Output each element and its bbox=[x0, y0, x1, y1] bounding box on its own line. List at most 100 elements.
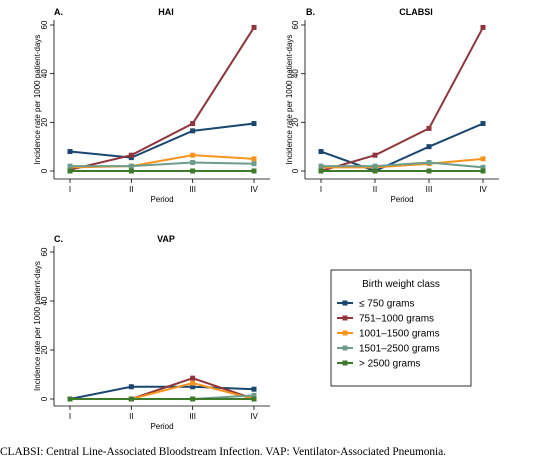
legend-label: 1501–2500 grams bbox=[359, 344, 440, 355]
legend: Birth weight class ≤ 750 grams 751–1000 gr… bbox=[330, 269, 472, 387]
x-tick-label: I bbox=[320, 185, 322, 194]
data-point bbox=[128, 384, 134, 390]
chart-panel-hai: A. HAI 0 20 40 60 Incidence rate per 1000 pati… bbox=[33, 7, 270, 204]
y-tick-label: 40 bbox=[40, 69, 49, 78]
y-tick-label: 20 bbox=[40, 345, 49, 354]
data-point bbox=[372, 168, 378, 174]
panel-letter: B. bbox=[306, 7, 315, 17]
x-tick-label: IV bbox=[479, 185, 487, 194]
data-point bbox=[251, 392, 257, 398]
data-point bbox=[128, 396, 134, 402]
data-point bbox=[190, 128, 196, 134]
data-point bbox=[480, 24, 486, 30]
x-tick-label: III bbox=[426, 185, 433, 194]
series-2 bbox=[318, 24, 486, 174]
data-point bbox=[190, 384, 196, 390]
legend-title: Birth weight class bbox=[362, 279, 440, 290]
panel-title: HAI bbox=[158, 7, 174, 17]
series-5 bbox=[318, 168, 486, 174]
data-point bbox=[426, 168, 432, 174]
series-1 bbox=[67, 121, 257, 161]
panel-title: CLABSI bbox=[399, 7, 433, 17]
series-line bbox=[321, 161, 484, 169]
x-tick-label: II bbox=[129, 185, 133, 194]
x-tick-label: IV bbox=[250, 185, 258, 194]
legend-swatch-marker bbox=[342, 360, 348, 366]
chart-panel-vap: C. VAP 0 20 40 60 Incidence rate per 1000 pati… bbox=[33, 234, 270, 431]
series-line bbox=[69, 122, 255, 159]
series-line bbox=[70, 377, 255, 400]
figure-caption: CLABSI: Central Line-Associated Bloodstr… bbox=[0, 446, 446, 458]
x-tick-label: I bbox=[69, 185, 71, 194]
data-point bbox=[318, 149, 324, 155]
data-point bbox=[190, 380, 196, 386]
legend-swatch-marker bbox=[342, 330, 348, 336]
data-point bbox=[251, 168, 257, 174]
y-axis-title: Incidence rate per 1000 patient-days bbox=[33, 35, 42, 165]
y-tick-label: 60 bbox=[40, 20, 49, 29]
data-point bbox=[480, 168, 486, 174]
data-point bbox=[190, 396, 196, 402]
y-tick-label: 0 bbox=[40, 396, 49, 401]
y-axis-title: Incidence rate per 1000 patient-days bbox=[285, 35, 294, 165]
legend-entry: > 2500 grams bbox=[337, 359, 420, 370]
data-point bbox=[251, 156, 257, 162]
data-point bbox=[480, 121, 486, 127]
data-point bbox=[426, 125, 432, 131]
x-axis-title: Period bbox=[150, 422, 173, 431]
data-point bbox=[190, 121, 196, 127]
data-point bbox=[251, 396, 257, 402]
series-line bbox=[321, 157, 484, 169]
series-5 bbox=[67, 396, 257, 402]
x-tick-label: III bbox=[189, 185, 196, 194]
data-point bbox=[372, 163, 378, 169]
y-tick-label: 20 bbox=[291, 117, 300, 126]
y-tick-label: 0 bbox=[291, 168, 300, 173]
data-point bbox=[251, 161, 257, 167]
panel-title: VAP bbox=[157, 234, 175, 244]
x-tick-label: I bbox=[69, 412, 71, 421]
data-point bbox=[251, 24, 257, 30]
data-point bbox=[251, 121, 257, 127]
x-tick-label: II bbox=[373, 185, 377, 194]
series-4 bbox=[67, 159, 257, 169]
data-point bbox=[318, 163, 324, 169]
y-tick-label: 0 bbox=[40, 168, 49, 173]
series-5 bbox=[67, 168, 257, 174]
figure: A. HAI 0 20 40 60 Incidence rate per 1000 pati… bbox=[33, 7, 499, 431]
series-3 bbox=[67, 152, 257, 170]
y-tick-label: 60 bbox=[291, 20, 300, 29]
legend-swatch-marker bbox=[342, 300, 348, 306]
series-4 bbox=[318, 159, 486, 170]
data-point bbox=[480, 156, 486, 162]
panel-letter: C. bbox=[54, 234, 63, 244]
data-point bbox=[67, 396, 73, 402]
legend-label: 1001–1500 grams bbox=[359, 329, 440, 340]
data-point bbox=[67, 149, 73, 155]
legend-box bbox=[330, 269, 472, 387]
series-line bbox=[70, 161, 255, 168]
legend-swatch-marker bbox=[342, 345, 348, 351]
x-tick-label: II bbox=[129, 412, 133, 421]
data-point bbox=[426, 144, 432, 150]
x-axis-title: Period bbox=[150, 195, 173, 204]
series-2 bbox=[67, 24, 257, 173]
series-line bbox=[320, 26, 484, 172]
legend-entry: ≤ 750 grams bbox=[337, 299, 415, 310]
data-point bbox=[67, 163, 73, 169]
data-point bbox=[190, 159, 196, 165]
data-point bbox=[67, 168, 73, 174]
x-axis-title: Period bbox=[390, 195, 413, 204]
y-tick-label: 40 bbox=[40, 296, 49, 305]
x-tick-label: IV bbox=[250, 412, 258, 421]
chart-panel-clabsi: B. CLABSI 0 20 40 60 Incidence rate per 1000 p… bbox=[285, 7, 499, 204]
data-point bbox=[128, 168, 134, 174]
legend-label: ≤ 750 grams bbox=[359, 299, 415, 310]
series-line bbox=[69, 26, 255, 171]
legend-label: 751–1000 grams bbox=[359, 314, 434, 325]
legend-entry: 751–1000 grams bbox=[337, 314, 434, 325]
y-tick-label: 20 bbox=[40, 117, 49, 126]
data-point bbox=[128, 163, 134, 169]
legend-label: > 2500 grams bbox=[359, 359, 420, 370]
y-tick-label: 60 bbox=[40, 247, 49, 256]
